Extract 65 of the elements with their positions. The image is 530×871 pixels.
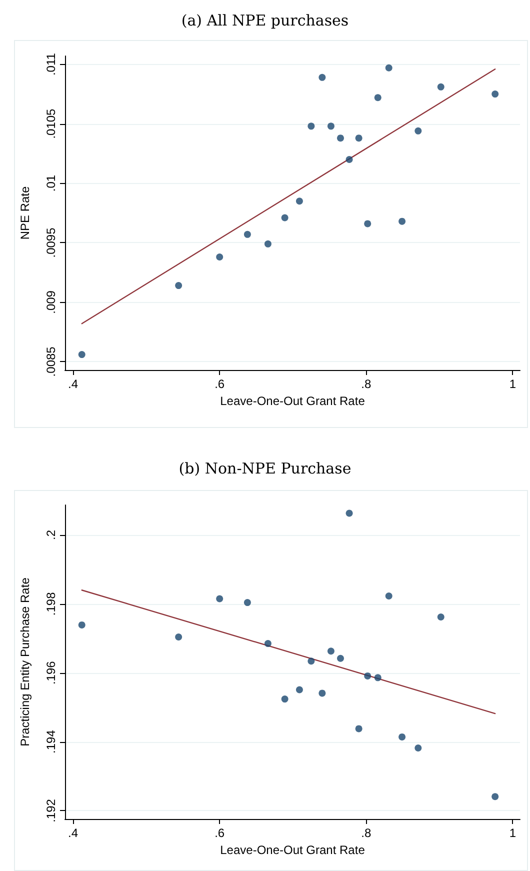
point	[492, 793, 499, 800]
y-axis-title: Practicing Entity Purchase Rate	[18, 577, 32, 746]
x-tick-label: .4	[68, 377, 78, 391]
x-tick-label: .8	[361, 377, 372, 391]
point	[327, 122, 334, 130]
chart-title: (b) Non-NPE Purchase	[178, 460, 352, 478]
y-tick-label: .009	[44, 290, 58, 314]
point	[281, 696, 288, 703]
point	[437, 614, 444, 621]
x-axis-title: Leave-One-Out Grant Rate	[220, 842, 366, 857]
point	[398, 218, 406, 225]
point	[308, 658, 315, 665]
point	[216, 254, 224, 261]
y-tick-label: .01	[44, 174, 58, 192]
point	[308, 122, 315, 130]
point	[346, 510, 353, 517]
point	[414, 744, 422, 752]
point	[318, 690, 326, 697]
y-tick-label: .194	[44, 730, 58, 754]
point	[175, 634, 182, 641]
x-tick-label: .6	[214, 377, 225, 391]
y-tick-label: .192	[44, 798, 58, 822]
point	[264, 240, 272, 248]
y-tick-label: .0085	[44, 346, 58, 377]
y-tick-label: .0105	[44, 108, 58, 139]
point	[296, 198, 303, 205]
point	[346, 156, 353, 163]
y-tick-label: .196	[44, 660, 58, 685]
chart-title: (a) All NPE purchases	[181, 12, 349, 30]
point	[414, 127, 422, 134]
point	[78, 621, 86, 628]
x-tick-label: 1	[509, 826, 516, 840]
x-axis-title: Leave-One-Out Grant Rate	[220, 394, 366, 408]
point	[78, 351, 86, 358]
x-tick-label: .8	[361, 826, 372, 840]
point	[374, 94, 382, 102]
point	[398, 733, 406, 740]
point	[364, 672, 372, 680]
point	[337, 134, 344, 142]
point	[337, 654, 344, 662]
point	[216, 595, 224, 602]
point	[385, 592, 392, 600]
point	[355, 725, 362, 732]
point	[385, 64, 392, 72]
point	[296, 686, 303, 694]
y-tick-label: .011	[44, 52, 58, 76]
y-tick-label: .0095	[44, 227, 58, 258]
point	[264, 640, 272, 648]
y-axis-title: NPE Rate	[18, 186, 32, 240]
x-tick-label: .6	[214, 826, 225, 840]
point	[492, 90, 499, 98]
point	[244, 599, 251, 606]
point	[281, 214, 288, 222]
point	[327, 648, 334, 655]
x-tick-label: .4	[68, 826, 78, 840]
point	[374, 674, 382, 682]
point	[175, 282, 182, 290]
point	[244, 230, 251, 238]
point	[437, 83, 444, 90]
y-tick-label: .198	[44, 592, 58, 616]
point	[364, 220, 372, 228]
x-tick-label: 1	[509, 377, 516, 391]
y-tick-label: .2	[44, 530, 58, 540]
point	[355, 134, 362, 142]
point	[318, 74, 326, 81]
